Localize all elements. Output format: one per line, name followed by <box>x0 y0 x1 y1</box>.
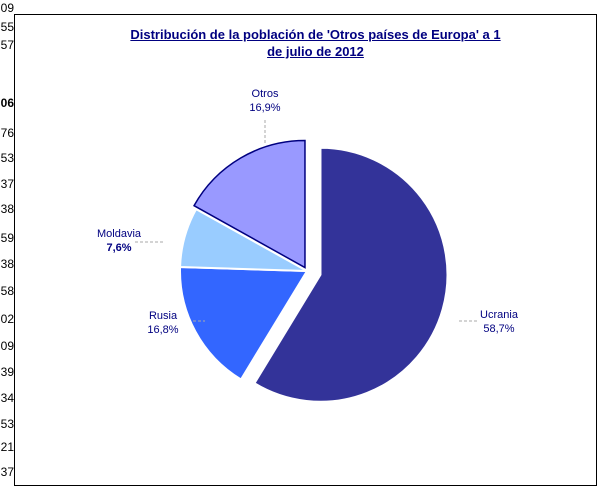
chart-frame: Distribución de la población de 'Otros p… <box>14 14 597 486</box>
cell-text: 55 <box>0 20 14 34</box>
chart-title: Distribución de la población de 'Otros p… <box>130 27 501 59</box>
cell-text: 21 <box>0 440 14 454</box>
slice-label: Otros <box>252 88 279 100</box>
slice-label: Ucrania <box>480 309 519 321</box>
cell-text: 53 <box>0 417 14 431</box>
chart: Ucrania 58,7% Rusia 16,8% Moldavia 7,6% Otros 1… <box>97 88 519 403</box>
cell-text: 58 <box>0 284 14 298</box>
pie-slice <box>179 207 308 272</box>
cell-text: 38 <box>0 257 14 271</box>
cell-text: 06 <box>0 96 14 110</box>
slice-label: Moldavia <box>97 228 142 240</box>
cell-text: 39 <box>0 365 14 379</box>
slice-label: Rusia <box>149 310 178 322</box>
cell-text: 76 <box>0 126 14 140</box>
cell-text: 37 <box>0 465 14 479</box>
cell-text: 09 <box>0 1 14 15</box>
cell-text: 57 <box>0 38 14 52</box>
slice-value: 58,7% <box>483 323 514 335</box>
slice-value: 16,9% <box>249 102 280 114</box>
slice-value: 16,8% <box>147 324 178 336</box>
cell-text: 37 <box>0 177 14 191</box>
spreadsheet-cells: 09 55 57 06 76 53 37 38 59 38 58 02 09 39 34 53 21 37 <box>0 0 14 479</box>
cell-text: 59 <box>0 231 14 245</box>
pie-slice <box>179 265 309 381</box>
slice-value: 7,6% <box>106 242 131 254</box>
cell-text: 34 <box>0 391 14 405</box>
pie-slice <box>193 139 306 269</box>
cell-text: 53 <box>0 151 14 165</box>
pie-slice <box>253 146 449 403</box>
cell-text: 09 <box>0 339 14 353</box>
cell-text: 38 <box>0 202 14 216</box>
cell-text: 02 <box>0 312 14 326</box>
